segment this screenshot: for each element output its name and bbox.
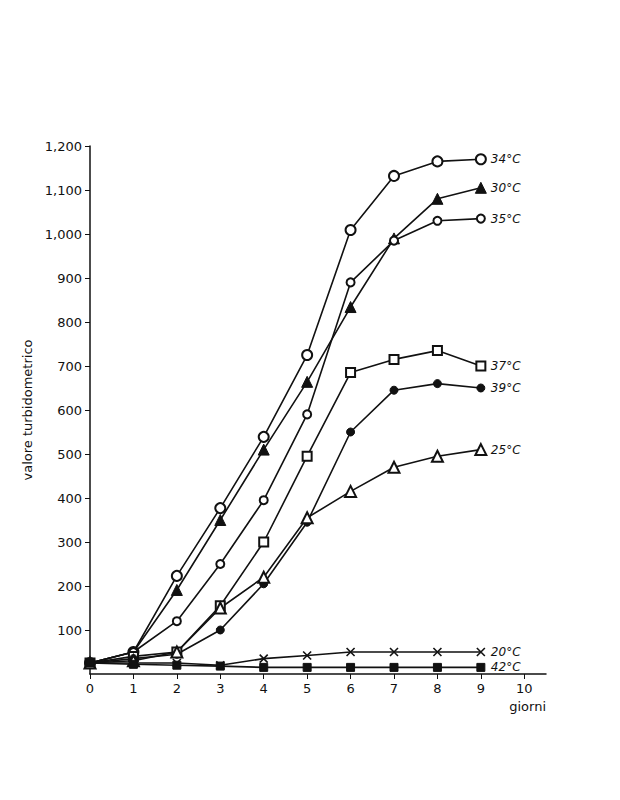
- svg-text:1: 1: [129, 681, 137, 696]
- svg-text:35°C: 35°C: [491, 212, 521, 226]
- svg-text:500: 500: [57, 447, 82, 462]
- svg-text:10: 10: [516, 681, 533, 696]
- svg-text:3: 3: [216, 681, 224, 696]
- svg-text:1,000: 1,000: [45, 227, 82, 242]
- svg-text:0: 0: [86, 681, 94, 696]
- svg-text:25°C: 25°C: [491, 443, 521, 457]
- svg-text:700: 700: [57, 359, 82, 374]
- svg-text:2: 2: [173, 681, 181, 696]
- svg-text:1,100: 1,100: [45, 183, 82, 198]
- svg-text:8: 8: [433, 681, 441, 696]
- svg-text:6: 6: [346, 681, 354, 696]
- svg-text:400: 400: [57, 491, 82, 506]
- svg-text:42°C: 42°C: [491, 660, 521, 674]
- svg-text:300: 300: [57, 535, 82, 550]
- svg-text:valore turbidometrico: valore turbidometrico: [20, 339, 35, 480]
- svg-text:7: 7: [390, 681, 398, 696]
- svg-text:39°C: 39°C: [491, 381, 521, 395]
- svg-text:600: 600: [57, 403, 82, 418]
- svg-text:800: 800: [57, 315, 82, 330]
- svg-text:5: 5: [303, 681, 311, 696]
- svg-text:900: 900: [57, 271, 82, 286]
- svg-text:34°C: 34°C: [491, 152, 521, 166]
- svg-text:200: 200: [57, 579, 82, 594]
- svg-text:1,200: 1,200: [45, 139, 82, 154]
- svg-text:4: 4: [260, 681, 268, 696]
- svg-text:giorni: giorni: [509, 699, 546, 714]
- svg-text:9: 9: [477, 681, 485, 696]
- svg-text:30°C: 30°C: [491, 181, 521, 195]
- svg-text:20°C: 20°C: [491, 645, 521, 659]
- svg-text:100: 100: [57, 623, 82, 638]
- svg-text:37°C: 37°C: [491, 359, 521, 373]
